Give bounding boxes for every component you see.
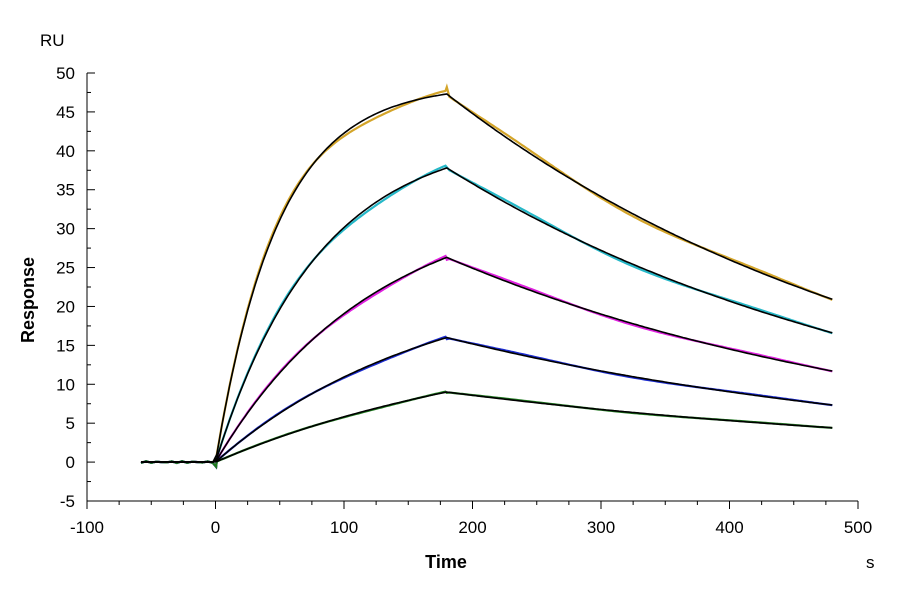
- x-tick-label: 0: [211, 518, 220, 537]
- series-data-line-4: [140, 335, 833, 470]
- series-data-line-1: [140, 83, 833, 470]
- x-tick-label: 100: [330, 518, 358, 537]
- x-tick-label: 200: [458, 518, 486, 537]
- x-tick-label: 400: [715, 518, 743, 537]
- x-axis-title: Time: [425, 552, 467, 572]
- x-unit-label: s: [866, 553, 875, 572]
- y-tick-label: 50: [56, 64, 75, 83]
- series-layer: [140, 83, 833, 470]
- y-tick-label: 35: [56, 181, 75, 200]
- series-fit-line-5: [141, 391, 833, 463]
- series-fit-line-1: [141, 93, 833, 463]
- series-data-line-5: [140, 390, 833, 470]
- y-unit-label: RU: [40, 31, 65, 50]
- y-tick-label: 45: [56, 103, 75, 122]
- y-tick-label: 5: [66, 414, 75, 433]
- y-tick-label: -5: [60, 492, 75, 511]
- series-fit-line-3: [141, 256, 833, 463]
- y-axis-title: Response: [18, 257, 38, 343]
- x-tick-label: 300: [587, 518, 615, 537]
- axes: -5 0 5 10 15 20 25 30 35 40 45 50 -100 0 100 200 300 400 5…: [56, 64, 872, 537]
- x-tick-label: 500: [844, 518, 872, 537]
- y-tick-label: 20: [56, 297, 75, 316]
- y-tick-label: 10: [56, 375, 75, 394]
- y-tick-label: 0: [66, 453, 75, 472]
- y-tick-label: 15: [56, 336, 75, 355]
- x-tick-label: -100: [70, 518, 104, 537]
- y-tick-label: 40: [56, 142, 75, 161]
- series-fit-line-2: [141, 167, 833, 463]
- series-data-line-3: [140, 254, 833, 470]
- y-tick-label: 25: [56, 259, 75, 278]
- y-tick-label: 30: [56, 220, 75, 239]
- series-fit-line-4: [141, 336, 833, 463]
